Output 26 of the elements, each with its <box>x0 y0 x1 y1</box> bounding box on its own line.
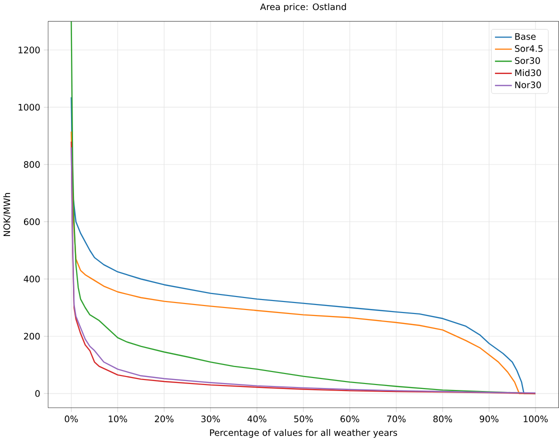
y-axis-title: NOK/MWh <box>3 193 11 236</box>
x-tick-label: 60% <box>340 416 360 422</box>
x-tick-label: 0% <box>64 416 78 422</box>
legend-label: Nor30 <box>515 81 541 88</box>
y-tick-label: 0 <box>35 390 40 397</box>
x-tick-label: 20% <box>154 416 174 422</box>
x-tick-label: 40% <box>248 416 266 422</box>
legend-label: Base <box>515 33 536 40</box>
x-tick-label: 50% <box>294 416 313 422</box>
legend-label: Sor30 <box>515 57 540 64</box>
x-axis-title: Percentage of values for all weather years <box>210 429 398 438</box>
x-tick-label: 90% <box>480 416 498 422</box>
y-tick-label: 200 <box>24 332 40 340</box>
x-tick-label: 70% <box>387 416 406 422</box>
legend-label: Mid30 <box>515 69 541 76</box>
chart-title: Area price: Ostland <box>260 3 346 12</box>
x-tick-label: 100% <box>524 416 548 422</box>
x-tick-label: 80% <box>433 416 452 422</box>
x-tick-label: 30% <box>201 416 220 422</box>
y-tick-label: 600 <box>24 218 40 226</box>
y-tick-label: 400 <box>24 276 40 282</box>
y-tick-label: 1000 <box>18 104 40 111</box>
y-tick-label: 1200 <box>18 46 40 54</box>
y-tick-label: 800 <box>24 161 40 168</box>
x-tick-label: 10% <box>108 416 128 422</box>
legend-label: Sor4.5 <box>515 45 543 52</box>
